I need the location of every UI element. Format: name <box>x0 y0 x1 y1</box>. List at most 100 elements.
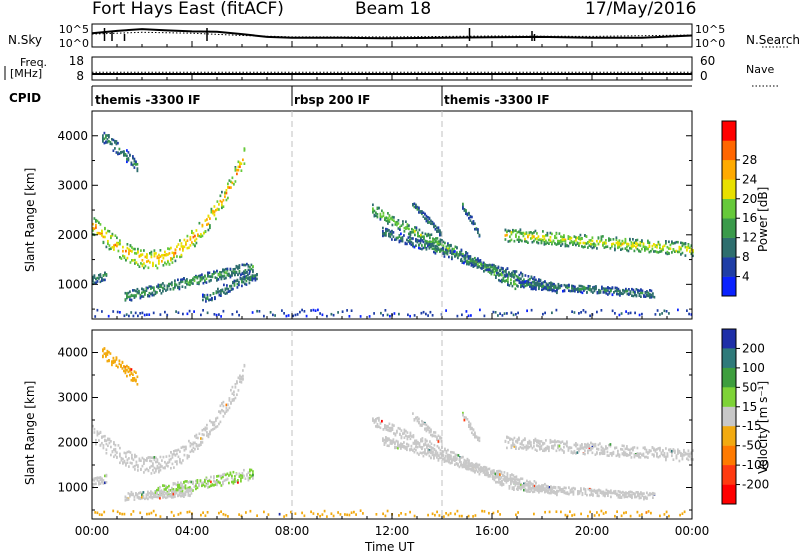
velocity-cell <box>142 494 145 498</box>
power-cell <box>671 251 673 254</box>
velocity-cell <box>175 488 178 492</box>
velocity-cell <box>400 429 403 432</box>
power-cell <box>538 284 540 287</box>
power-cell <box>348 315 351 318</box>
velocity-cell <box>184 490 187 494</box>
velocity-cell <box>533 445 535 448</box>
power-cell <box>219 271 221 274</box>
power-cell <box>231 176 234 180</box>
power-cell <box>242 280 245 284</box>
velocity-cell <box>138 491 140 495</box>
power-cell <box>530 275 533 279</box>
velocity-cell <box>112 509 115 513</box>
power-cell <box>171 283 173 287</box>
velocity-cell <box>172 495 175 499</box>
velocity-cell <box>470 467 473 471</box>
power-cell <box>112 310 115 313</box>
power-cell <box>92 282 94 286</box>
power-cell <box>397 219 400 222</box>
velocity-cell <box>111 360 113 363</box>
velocity-cell <box>151 491 154 495</box>
velocity-cell <box>557 444 559 447</box>
power-cell <box>507 278 509 281</box>
power-cell <box>101 276 103 280</box>
power-cell <box>396 220 398 224</box>
velocity-cell <box>683 510 686 514</box>
power-cell <box>181 285 184 288</box>
power-cell <box>477 228 479 231</box>
velocity-cell <box>499 481 502 484</box>
power-cell <box>638 313 641 317</box>
velocity-cell <box>243 364 246 368</box>
power-cell <box>427 242 429 246</box>
power-cell <box>428 245 431 248</box>
velocity-cell <box>496 475 499 479</box>
velocity-cell <box>173 450 175 453</box>
velocity-cell <box>647 456 649 459</box>
power-cell <box>155 252 157 255</box>
power-cell <box>588 244 591 247</box>
velocity-colorbar-label: 50 <box>742 380 757 394</box>
power-cell <box>152 262 154 266</box>
power-cell <box>391 218 394 222</box>
velocity-cell <box>632 446 634 450</box>
power-cell <box>517 275 519 279</box>
velocity-cell <box>510 482 512 486</box>
velocity-cell <box>575 452 577 455</box>
velocity-cell <box>222 415 225 418</box>
velocity-cell <box>102 444 105 447</box>
power-cell <box>463 261 465 265</box>
velocity-cell <box>581 492 584 495</box>
velocity-cell <box>520 483 522 487</box>
velocity-cell <box>163 493 166 497</box>
power-cell <box>496 267 498 270</box>
velocity-cell <box>168 490 170 493</box>
power-cell <box>117 151 119 154</box>
power-cell <box>598 288 600 292</box>
power-cell <box>212 209 214 213</box>
velocity-cell <box>557 486 560 489</box>
power-cell <box>496 273 499 276</box>
power-cell <box>583 289 585 292</box>
power-cell <box>224 288 227 292</box>
velocity-cell <box>635 491 638 494</box>
power-cell <box>443 252 446 255</box>
velocity-cell <box>504 479 506 482</box>
power-cell <box>103 141 106 145</box>
power-cell <box>616 286 618 290</box>
power-cell <box>626 245 628 249</box>
velocity-cell <box>149 466 151 469</box>
velocity-cell <box>198 484 200 488</box>
velocity-cell <box>535 488 537 491</box>
power-cell <box>124 291 127 295</box>
power-cell <box>662 248 664 251</box>
velocity-cell <box>180 486 182 490</box>
velocity-cell <box>550 490 552 493</box>
power-cell <box>319 312 321 315</box>
power-cell <box>559 286 561 290</box>
velocity-cell <box>152 462 154 465</box>
power-cell <box>424 212 426 216</box>
power-cell <box>646 290 648 294</box>
velocity-cell <box>157 486 160 490</box>
power-cell <box>468 211 470 215</box>
velocity-cell <box>443 515 445 518</box>
power-cell <box>119 311 121 314</box>
power-cell <box>568 285 570 289</box>
power-cell <box>473 260 476 263</box>
power-cell <box>174 286 176 289</box>
power-cell <box>536 282 539 285</box>
velocity-cell <box>544 482 546 486</box>
power-cell <box>200 233 202 236</box>
velocity-cell <box>400 512 402 515</box>
velocity-cell <box>625 491 627 494</box>
power-cell <box>436 250 438 253</box>
power-cell <box>132 163 134 167</box>
power-cell <box>129 290 131 293</box>
power-cell <box>497 266 500 269</box>
power-cell <box>643 294 645 297</box>
power-cell <box>538 287 540 291</box>
power-cell <box>414 233 416 237</box>
velocity-cell <box>430 451 432 455</box>
power-cell <box>430 241 433 245</box>
